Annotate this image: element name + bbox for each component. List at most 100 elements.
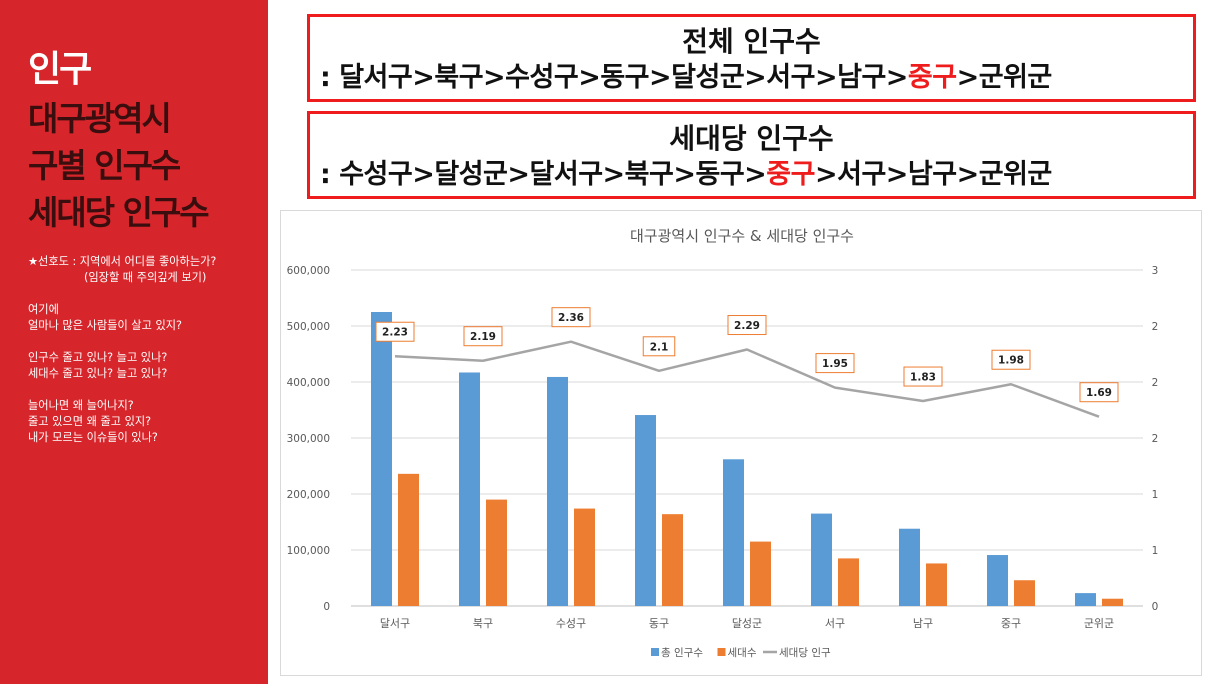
ranking-item: 군위군 (978, 159, 1053, 190)
bar-total-population (1075, 593, 1096, 606)
data-label-box (551, 307, 591, 328)
ranking-title: 전체 인구수 (682, 25, 821, 58)
ranking-separator: > (885, 159, 909, 190)
ranking-separator: > (885, 62, 909, 93)
ranking-order: : 수성구>달성군>달서구>북구>동구>중구>서구>남구>군위군 (310, 157, 1193, 193)
data-label: 1.95 (822, 358, 848, 370)
note-line: 늘어나면 왜 늘어나지? (28, 399, 134, 412)
y2-tick-label: 3 (1152, 265, 1159, 277)
note-line: 내가 모르는 이슈들이 있나? (28, 431, 158, 444)
ranking-item: 달성군 (434, 159, 508, 190)
ranking-separator: > (412, 62, 435, 93)
bar-households (1102, 598, 1123, 606)
ranking-separator: > (744, 159, 767, 190)
note-line: ★선호도 : 지역에서 어디를 좋아하는가? (28, 255, 217, 268)
data-label: 1.83 (910, 372, 936, 384)
ranking-separator: > (956, 159, 980, 190)
ranking-item: 수성구 (505, 62, 579, 93)
per-household-ranking: 세대당 인구수 : 수성구>달성군>달서구>북구>동구>중구>서구>남구>군위군 (307, 111, 1196, 199)
bar-total-population (899, 528, 920, 606)
topic-title: 인구 (28, 49, 92, 90)
ranking-separator: > (602, 159, 626, 190)
ranking-prefix: : (320, 159, 340, 190)
chart-svg: 대구광역시 인구수 & 세대당 인구수 0 100,000 200,000 300,00… (287, 227, 1159, 659)
ranking-order: : 달서구>북구>수성구>동구>달성군>서구>남구>중구>군위군 (310, 60, 1193, 96)
y-tick-label: 0 (323, 601, 330, 613)
ranking-separator: > (483, 62, 506, 93)
bar-households (486, 499, 507, 606)
legend-label: 세대당 인구 (779, 647, 831, 659)
data-label-box (642, 336, 676, 357)
ranking-item: 중구 (766, 159, 815, 190)
y2-tick-label: 0 (1152, 601, 1159, 613)
ranking-separator: > (507, 159, 530, 190)
ranking-item: 군위군 (978, 62, 1053, 93)
ranking-item: 북구 (434, 62, 484, 93)
data-label: 2.29 (734, 320, 760, 332)
combo-chart: 대구광역시 인구수 & 세대당 인구수 0 100,000 200,000 300,00… (280, 210, 1202, 676)
ranking-separator: > (578, 62, 601, 93)
y-tick-label: 200,000 (287, 489, 330, 501)
x-tick-label: 북구 (473, 617, 493, 630)
y-tick-label: 500,000 (287, 321, 330, 333)
ranking-item: 남구 (837, 62, 886, 93)
data-label-box (463, 326, 503, 347)
bar-total-population (723, 459, 744, 606)
heading-line-1: 대구광역시 (28, 99, 172, 138)
legend-label: 세대수 (728, 647, 757, 659)
y2-tick-label: 1 (1152, 545, 1159, 557)
bar-households (662, 514, 683, 606)
bar-total-population (811, 513, 832, 606)
note-line: 줄고 있으면 왜 줄고 있지? (28, 415, 152, 428)
heading-line-3: 세대당 인구수 (28, 193, 210, 232)
y2-tick-label: 1 (1152, 489, 1159, 501)
y2-tick-label: 2 (1152, 433, 1159, 445)
ranking-separator: > (412, 159, 435, 190)
data-label: 2.23 (382, 327, 408, 339)
y-tick-label: 300,000 (287, 433, 330, 445)
ranking-item: 수성구 (339, 159, 413, 190)
heading-line-2: 구별 인구수 (28, 146, 181, 185)
bar-households (838, 558, 859, 606)
x-tick-label: 서구 (825, 617, 845, 630)
note-line: 여기에 (28, 303, 59, 316)
ranking-item: 달서구 (339, 62, 413, 93)
bar-total-population (547, 376, 568, 606)
bar-households (1014, 580, 1035, 606)
legend-swatch (651, 648, 659, 656)
y-tick-label: 100,000 (287, 545, 330, 557)
data-label: 1.69 (1086, 387, 1112, 399)
data-label: 2.1 (650, 341, 669, 353)
ranking-title: 세대당 인구수 (669, 122, 834, 155)
x-tick-label: 남구 (913, 617, 933, 630)
ranking-item: 북구 (624, 159, 674, 190)
data-label: 2.19 (470, 331, 496, 343)
ranking-item: 달서구 (529, 159, 604, 190)
data-label: 2.36 (558, 312, 584, 324)
legend-label: 총 인구수 (661, 647, 703, 659)
ranking-item: 남구 (907, 159, 957, 190)
ranking-separator: > (956, 62, 980, 93)
series-line-per-household (394, 340, 1100, 418)
data-label-box (727, 315, 767, 336)
ranking-item: 달성군 (671, 62, 745, 93)
bar-households (574, 508, 595, 606)
note-line: (임장할 때 주의깊게 보기) (84, 271, 207, 284)
ranking-separator: > (814, 159, 838, 190)
x-tick-label: 군위군 (1084, 617, 1114, 630)
x-tick-label: 달성군 (732, 617, 762, 630)
x-tick-label: 동구 (649, 617, 669, 630)
notes: ★선호도 : 지역에서 어디를 좋아하는가? (임장할 때 주의깊게 보기) 여… (28, 254, 268, 446)
bar-total-population (371, 312, 392, 606)
note-line: 인구수 줄고 있나? 늘고 있나? (28, 351, 168, 364)
ranking-prefix: : (320, 62, 340, 93)
bar-total-population (459, 372, 480, 606)
ranking-separator: > (744, 62, 767, 93)
x-tick-label: 중구 (1001, 617, 1021, 630)
y2-tick-label: 2 (1152, 321, 1159, 333)
ranking-item: 동구 (695, 159, 745, 190)
bar-households (398, 473, 419, 606)
note-line: 세대수 줄고 있나? 늘고 있나? (28, 367, 168, 380)
chart-title: 대구광역시 인구수 & 세대당 인구수 (630, 227, 854, 245)
bar-households (926, 563, 947, 606)
